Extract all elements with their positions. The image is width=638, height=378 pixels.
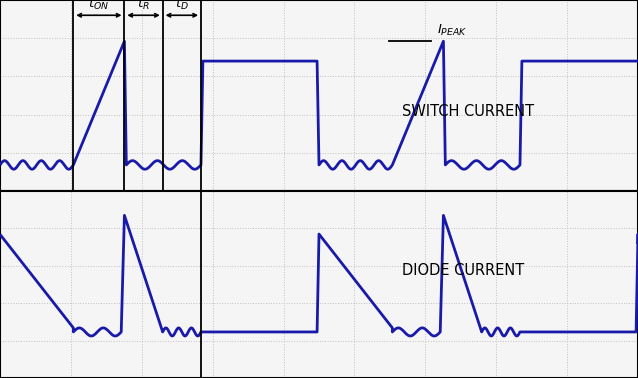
Text: $t_R$: $t_R$ xyxy=(137,0,150,12)
Text: $t_D$: $t_D$ xyxy=(175,0,189,12)
Text: $t_{ON}$: $t_{ON}$ xyxy=(88,0,110,12)
Text: $I_{PEAK}$: $I_{PEAK}$ xyxy=(437,23,468,38)
Text: SWITCH CURRENT: SWITCH CURRENT xyxy=(402,104,534,119)
Text: DIODE CURRENT: DIODE CURRENT xyxy=(402,263,524,277)
